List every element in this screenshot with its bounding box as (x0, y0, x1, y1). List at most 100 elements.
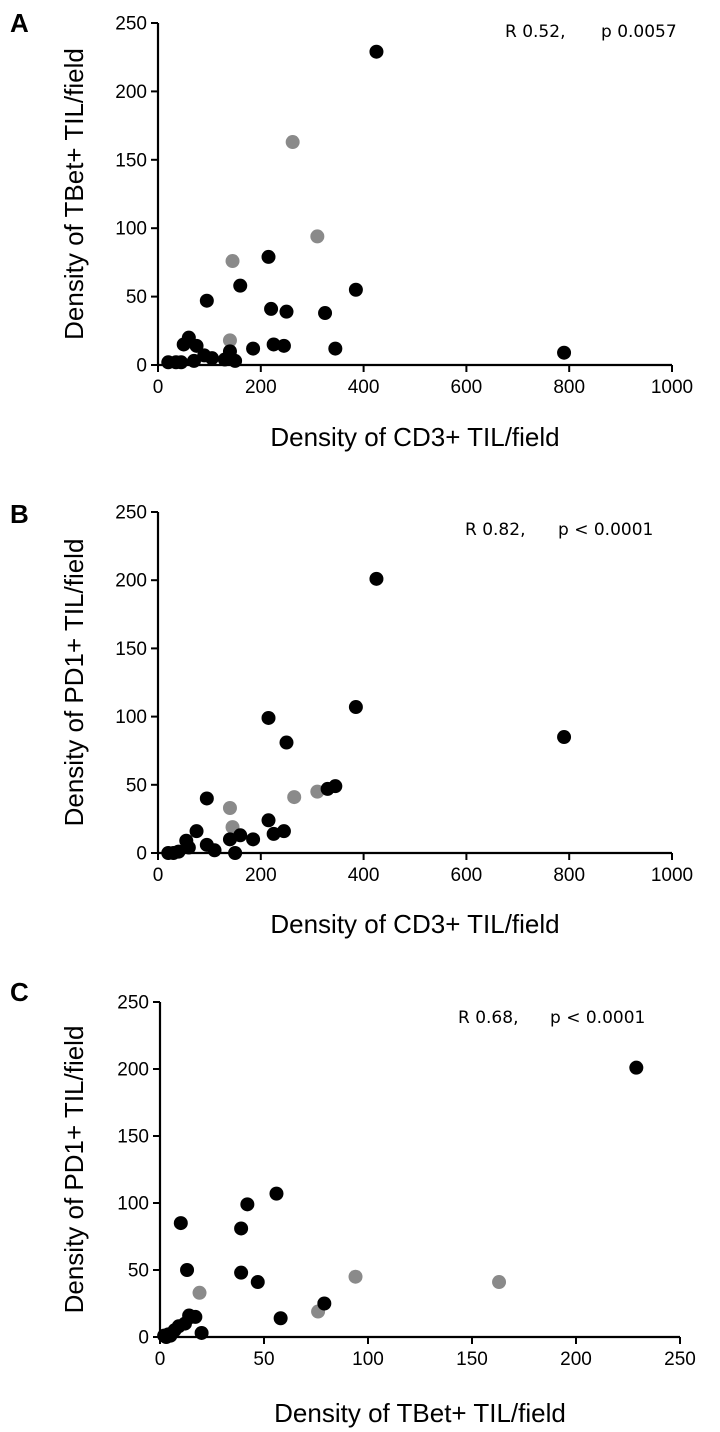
data-point-grey (225, 254, 240, 269)
data-point-black (199, 293, 214, 308)
data-point-black (222, 832, 237, 847)
x-tick-label: 100 (352, 1349, 384, 1370)
data-point-black (163, 1328, 178, 1343)
x-tick-label: 600 (451, 377, 483, 398)
data-point-black (246, 832, 261, 847)
y-tick-label: 250 (117, 993, 149, 1014)
data-point-black (176, 337, 191, 352)
panel-label: A (10, 8, 29, 38)
data-point-black (173, 1216, 188, 1231)
x-tick-label: 150 (456, 1349, 488, 1370)
data-point-black (264, 301, 279, 316)
p-value-annotation: p 0.0057 (601, 22, 677, 42)
r-value-annotation: R 0.82, (465, 520, 525, 540)
data-point-black (188, 1309, 203, 1324)
y-tick-label: 100 (115, 707, 147, 728)
panel-label: C (10, 977, 29, 1007)
data-point-black (199, 791, 214, 806)
data-point-black (629, 1060, 644, 1075)
x-tick-label: 200 (245, 377, 277, 398)
r-value-annotation: R 0.52, (505, 22, 565, 42)
x-tick-label: 800 (553, 865, 585, 886)
r-value-annotation: R 0.68, (458, 1008, 518, 1028)
y-axis-title: Density of TBet+ TIL/field (59, 48, 89, 340)
data-point-black (240, 1197, 255, 1212)
data-point-black (186, 353, 201, 368)
data-point-grey (222, 333, 237, 348)
x-tick-label: 1000 (651, 377, 693, 398)
y-tick-label: 50 (126, 287, 147, 308)
data-point-black (233, 278, 248, 293)
data-point-black (189, 338, 204, 353)
x-tick-label: 600 (451, 865, 483, 886)
x-tick-label: 800 (553, 377, 585, 398)
data-point-black (217, 352, 232, 367)
data-point-black (246, 341, 261, 356)
data-point-black (317, 1296, 332, 1311)
y-tick-label: 150 (117, 1127, 149, 1148)
y-axis-title: Density of PD1+ TIL/field (59, 539, 89, 827)
y-tick-label: 150 (115, 639, 147, 660)
data-point-black (207, 843, 222, 858)
data-point-black (250, 1275, 265, 1290)
data-point-grey (287, 790, 302, 805)
y-tick-label: 0 (138, 1328, 149, 1349)
y-tick-label: 0 (136, 844, 147, 865)
y-tick-label: 250 (115, 14, 147, 35)
x-axis-title: Density of CD3+ TIL/field (270, 909, 559, 939)
data-point-black (261, 249, 276, 264)
data-point-black (318, 306, 333, 321)
data-point-grey (492, 1275, 507, 1290)
panel-label: B (10, 499, 29, 529)
p-value-annotation: p < 0.0001 (550, 1008, 645, 1028)
data-point-black (266, 337, 281, 352)
y-tick-label: 50 (128, 1261, 149, 1282)
data-point-black (180, 1263, 195, 1277)
x-tick-label: 200 (560, 1349, 592, 1370)
data-point-black (279, 304, 294, 319)
data-point-black (261, 710, 276, 725)
x-tick-label: 0 (153, 377, 164, 398)
data-point-black (279, 735, 294, 750)
x-tick-label: 400 (348, 865, 380, 886)
x-tick-label: 1000 (651, 865, 693, 886)
x-tick-label: 400 (348, 377, 380, 398)
y-axis-title: Density of PD1+ TIL/field (59, 1026, 89, 1314)
data-point-black (328, 341, 343, 356)
y-tick-label: 150 (115, 150, 147, 171)
data-point-black (261, 813, 276, 828)
x-tick-label: 0 (155, 1349, 166, 1370)
y-tick-label: 200 (115, 82, 147, 103)
x-tick-label: 0 (153, 865, 164, 886)
data-point-black (234, 1221, 249, 1236)
x-tick-label: 250 (664, 1349, 696, 1370)
panel-b: B 0 50 100 150 200 250 0 200 400 600 800 1000 Density… (10, 499, 693, 939)
x-axis-title: Density of TBet+ TIL/field (274, 1398, 566, 1428)
data-point-black (273, 1311, 288, 1326)
data-point-black (369, 44, 384, 59)
panel-a: A 0 50 100 150 200 250 0 200 400 600 800 1000 Density… (10, 8, 693, 452)
data-point-black (234, 1265, 249, 1280)
data-point-black (228, 353, 243, 368)
data-point-black (174, 355, 189, 370)
x-axis-title: Density of CD3+ TIL/field (270, 422, 559, 452)
y-tick-label: 100 (117, 1194, 149, 1215)
y-tick-label: 200 (115, 571, 147, 592)
data-point-grey (310, 229, 325, 244)
p-value-annotation: p < 0.0001 (558, 520, 653, 540)
data-point-black (557, 730, 572, 745)
panel-c: C 0 50 100 150 200 250 0 50 100 150 200 250 Density o… (10, 977, 696, 1428)
data-point-black (189, 824, 204, 839)
y-tick-label: 250 (115, 503, 147, 524)
y-tick-label: 0 (136, 356, 147, 377)
data-point-black (320, 781, 335, 796)
data-point-grey (192, 1285, 207, 1300)
data-point-black (194, 1325, 209, 1340)
data-point-black (557, 345, 572, 360)
y-tick-label: 50 (126, 775, 147, 796)
data-point-black (166, 846, 181, 860)
y-tick-label: 100 (115, 219, 147, 240)
data-point-black (228, 846, 243, 860)
x-tick-label: 200 (245, 865, 277, 886)
